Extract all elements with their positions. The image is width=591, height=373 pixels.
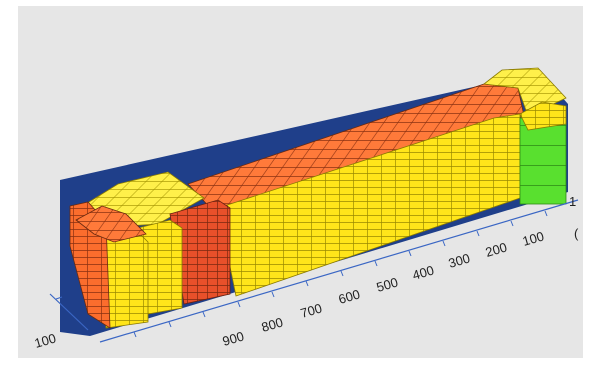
cargo-top-yellow-small [519,101,567,131]
cargo-green-block [519,117,567,205]
axis-label-800: 800 [260,314,285,334]
container-scene-svg[interactable]: 900 800 700 600 500 400 300 200 100 100 … [18,6,583,358]
axis-line [99,199,579,343]
axis-line-near [49,293,89,331]
axis-label-900: 900 [221,328,246,348]
axis-label-500: 500 [375,274,400,294]
axis-label-700: 700 [299,300,324,320]
cargo-top-orange-near [75,205,147,243]
container-3d-view[interactable]: 900 800 700 600 500 400 300 200 100 100 … [18,6,583,358]
axis-ticks [133,210,548,338]
axis-label-100: 100 [521,228,546,248]
axis-label-300: 300 [447,250,472,270]
axis-label-clipped-paren: ( [574,226,579,241]
axis-label-200: 200 [484,239,509,259]
axis-tick [55,296,63,300]
axis-label-near-100: 100 [33,330,58,350]
axis-label-600: 600 [337,286,362,306]
axis-label-clipped-1: 1 [569,194,576,209]
axis-label-400: 400 [411,262,436,282]
